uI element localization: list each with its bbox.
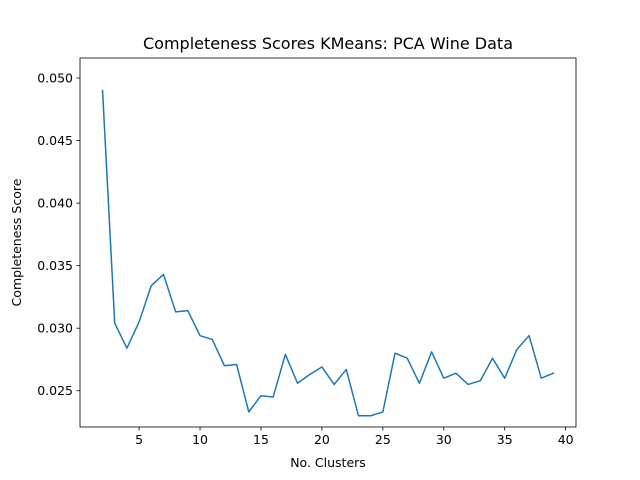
x-tick-label: 15 [253, 432, 269, 447]
chart-title: Completeness Scores KMeans: PCA Wine Dat… [143, 34, 513, 53]
x-tick-label: 40 [558, 432, 574, 447]
y-tick-label: 0.025 [37, 383, 73, 398]
x-tick-label: 35 [497, 432, 513, 447]
series-line-0 [101, 89, 555, 417]
plot-area [101, 89, 555, 417]
y-tick-label: 0.045 [37, 133, 73, 148]
x-axis-ticks: 5 10 15 20 25 30 35 40 [135, 427, 574, 447]
x-tick-label: 20 [314, 432, 330, 447]
y-tick-label: 0.030 [37, 321, 73, 336]
y-tick-label: 0.040 [37, 196, 73, 211]
x-tick-label: 25 [375, 432, 391, 447]
x-tick-label: 5 [135, 432, 143, 447]
y-axis-label: Completeness Score [9, 178, 24, 306]
x-tick-label: 30 [436, 432, 452, 447]
y-tick-label: 0.050 [37, 71, 73, 86]
x-tick-label: 10 [192, 432, 208, 447]
axes-frame [79, 57, 577, 428]
y-tick-label: 0.035 [37, 258, 73, 273]
y-axis-ticks: 0.025 0.030 0.035 0.040 0.045 0.050 [37, 71, 80, 398]
x-axis-label: No. Clusters [290, 455, 366, 470]
